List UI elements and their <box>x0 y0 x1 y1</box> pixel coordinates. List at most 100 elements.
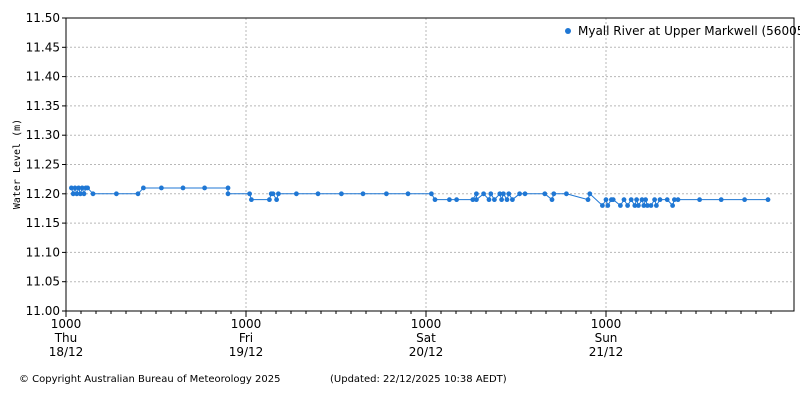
data-point <box>85 185 90 191</box>
data-point <box>621 197 627 203</box>
data-point <box>276 191 281 197</box>
y-axis-label: Water Level (m) <box>12 119 23 209</box>
data-point <box>492 197 497 203</box>
data-point <box>429 191 434 197</box>
data-point <box>603 197 609 203</box>
x-tick-label: 18/12 <box>49 345 84 359</box>
data-point <box>267 197 272 203</box>
x-tick-label: Fri <box>239 331 253 345</box>
data-point <box>501 191 506 197</box>
data-point <box>499 197 504 203</box>
x-tick-label: 1000 <box>231 317 262 331</box>
x-tick-label: Thu <box>54 331 78 345</box>
data-point <box>628 197 634 203</box>
data-point <box>72 185 78 191</box>
x-tick-label: 20/12 <box>409 345 444 359</box>
data-point <box>180 185 186 191</box>
data-point <box>587 191 593 197</box>
legend-marker <box>565 28 571 34</box>
data-point <box>135 191 141 197</box>
data-point <box>474 197 479 203</box>
updated-text: (Updated: 22/12/2025 10:38 AEDT) <box>330 374 507 385</box>
data-point <box>742 197 747 203</box>
series-line <box>70 186 768 208</box>
data-point <box>670 203 675 208</box>
data-point <box>74 191 80 197</box>
data-point <box>114 191 119 197</box>
data-point <box>517 191 522 197</box>
y-tick-label: 11.15 <box>26 216 60 230</box>
data-point <box>90 191 96 197</box>
data-point <box>315 191 321 197</box>
data-point <box>522 191 528 197</box>
data-point <box>481 191 486 197</box>
data-point <box>488 191 494 197</box>
data-point <box>78 191 83 197</box>
data-point <box>470 197 476 203</box>
data-point <box>636 203 641 208</box>
data-point <box>76 185 81 191</box>
data-point <box>657 197 663 203</box>
data-point <box>664 197 670 203</box>
data-point <box>202 185 208 191</box>
y-tick-label: 11.25 <box>26 158 60 172</box>
data-point <box>672 197 677 203</box>
data-point <box>585 197 591 203</box>
data-point <box>249 197 254 203</box>
data-point <box>618 203 623 208</box>
data-point <box>432 197 438 203</box>
y-tick-label: 11.45 <box>26 40 60 54</box>
data-point <box>549 197 555 203</box>
data-point <box>675 197 681 203</box>
data-point <box>405 191 411 197</box>
series-layer <box>69 185 771 208</box>
x-tick-label: 1000 <box>591 317 622 331</box>
data-point <box>69 185 74 191</box>
data-point <box>447 197 452 203</box>
x-tick-label: Sun <box>595 331 618 345</box>
data-point <box>504 197 510 203</box>
data-point <box>79 185 85 191</box>
data-point <box>641 203 647 208</box>
x-tick-label: Sat <box>416 331 436 345</box>
data-point <box>247 191 253 197</box>
data-point <box>360 191 366 197</box>
data-point <box>474 191 479 197</box>
data-point <box>70 191 76 197</box>
data-point <box>765 197 771 203</box>
data-point <box>270 191 276 197</box>
axis-layer: 11.00 11.05 11.10 11.15 11.20 11.25 11.30 11.35… <box>26 11 772 359</box>
data-point <box>497 191 503 197</box>
data-point <box>718 197 724 203</box>
data-point <box>652 197 657 203</box>
data-point <box>564 191 569 197</box>
y-tick-label: 11.50 <box>26 11 60 25</box>
data-point <box>645 203 650 208</box>
data-point <box>141 185 146 191</box>
data-point <box>551 191 557 197</box>
y-tick-label: 11.30 <box>26 128 60 142</box>
copyright-text: © Copyright Australian Bureau of Meteoro… <box>19 374 281 385</box>
data-point <box>294 191 299 197</box>
data-point <box>225 185 231 191</box>
x-tick-label: 1000 <box>51 317 82 331</box>
data-point <box>506 191 512 197</box>
data-point <box>486 197 492 203</box>
data-point <box>643 197 648 203</box>
data-point <box>454 197 459 203</box>
data-point <box>610 197 616 203</box>
y-tick-label: 11.10 <box>26 245 60 259</box>
data-point <box>225 191 231 197</box>
x-tick-label: 1000 <box>411 317 442 331</box>
legend: Myall River at Upper Markwell (560056) <box>565 24 800 38</box>
y-tick-label: 11.35 <box>26 99 60 113</box>
data-point <box>605 203 611 208</box>
y-tick-label: 11.00 <box>26 304 60 318</box>
data-point <box>632 203 638 208</box>
data-point <box>542 191 548 197</box>
data-point <box>697 197 702 203</box>
legend-label: Myall River at Upper Markwell (560056) <box>578 24 800 38</box>
x-tick-label: 21/12 <box>589 345 624 359</box>
